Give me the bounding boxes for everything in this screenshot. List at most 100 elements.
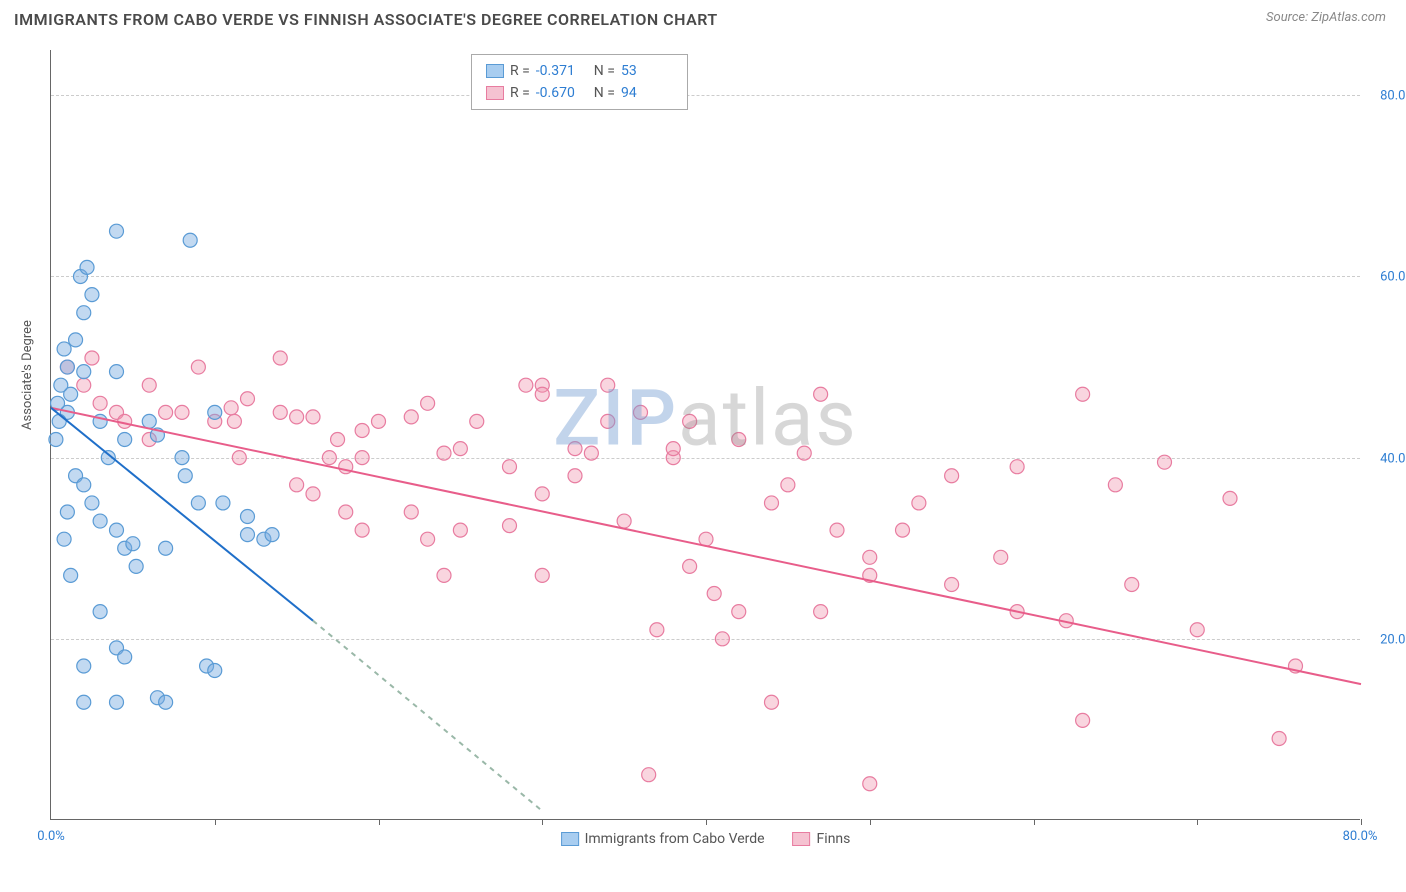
data-point xyxy=(93,396,107,410)
data-point xyxy=(85,351,99,365)
ytick-label: 80.0% xyxy=(1380,89,1406,104)
data-point xyxy=(666,442,680,456)
data-point xyxy=(159,405,173,419)
data-point xyxy=(601,378,615,392)
data-point xyxy=(1125,577,1139,591)
data-point xyxy=(54,378,68,392)
data-point xyxy=(503,519,517,533)
data-point xyxy=(69,333,83,347)
xtick xyxy=(379,819,380,825)
data-point xyxy=(290,410,304,424)
data-point xyxy=(110,365,124,379)
trend-line xyxy=(51,408,1361,684)
data-point xyxy=(994,550,1008,564)
data-point xyxy=(683,414,697,428)
data-point xyxy=(945,469,959,483)
data-point xyxy=(535,387,549,401)
xtick xyxy=(1361,819,1362,825)
data-point xyxy=(77,659,91,673)
xtick xyxy=(542,819,543,825)
data-point xyxy=(421,396,435,410)
data-point xyxy=(306,487,320,501)
data-point xyxy=(601,414,615,428)
stats-box: R = -0.371 N = 53 R = -0.670 N = 94 xyxy=(471,54,688,110)
data-point xyxy=(1076,387,1090,401)
data-point xyxy=(535,487,549,501)
data-point xyxy=(224,401,238,415)
data-point xyxy=(265,528,279,542)
xtick xyxy=(215,819,216,825)
data-point xyxy=(503,460,517,474)
data-point xyxy=(707,587,721,601)
source-label: Source: ZipAtlas.com xyxy=(1266,10,1386,25)
data-point xyxy=(322,451,336,465)
data-point xyxy=(421,532,435,546)
data-point xyxy=(814,605,828,619)
data-point xyxy=(77,365,91,379)
xtick xyxy=(870,819,871,825)
swatch-series1 xyxy=(486,64,504,78)
data-point xyxy=(110,523,124,537)
ytick-label: 60.0% xyxy=(1380,270,1406,285)
data-point xyxy=(227,414,241,428)
data-point xyxy=(765,695,779,709)
data-point xyxy=(77,378,91,392)
data-point xyxy=(355,423,369,437)
data-point xyxy=(732,433,746,447)
data-point xyxy=(183,233,197,247)
data-point xyxy=(57,342,71,356)
data-point xyxy=(216,496,230,510)
data-point xyxy=(118,433,132,447)
data-point xyxy=(110,695,124,709)
data-point xyxy=(437,446,451,460)
data-point xyxy=(732,605,746,619)
data-point xyxy=(273,351,287,365)
scatter-svg xyxy=(51,50,1360,819)
data-point xyxy=(49,433,63,447)
data-point xyxy=(178,469,192,483)
data-point xyxy=(85,496,99,510)
y-axis-label: Associate's Degree xyxy=(20,320,35,430)
data-point xyxy=(683,559,697,573)
data-point xyxy=(129,559,143,573)
data-point xyxy=(863,550,877,564)
data-point xyxy=(118,650,132,664)
legend-swatch-series2 xyxy=(793,832,811,846)
data-point xyxy=(1190,623,1204,637)
data-point xyxy=(470,414,484,428)
data-point xyxy=(634,405,648,419)
data-point xyxy=(64,568,78,582)
data-point xyxy=(765,496,779,510)
data-point xyxy=(77,478,91,492)
data-point xyxy=(208,405,222,419)
chart-plot-area: ZIPatlas 20.0%40.0%60.0%80.0% R = -0.371… xyxy=(50,50,1360,820)
data-point xyxy=(208,664,222,678)
stats-row-series2: R = -0.670 N = 94 xyxy=(486,82,673,104)
data-point xyxy=(404,505,418,519)
ytick-label: 40.0% xyxy=(1380,451,1406,466)
xtick-label-max: 80.0% xyxy=(1343,829,1378,844)
data-point xyxy=(814,387,828,401)
data-point xyxy=(797,446,811,460)
data-point xyxy=(110,224,124,238)
data-point xyxy=(175,405,189,419)
legend-swatch-series1 xyxy=(561,832,579,846)
data-point xyxy=(60,505,74,519)
data-point xyxy=(77,695,91,709)
data-point xyxy=(191,496,205,510)
data-point xyxy=(331,433,345,447)
data-point xyxy=(617,514,631,528)
data-point xyxy=(232,451,246,465)
data-point xyxy=(453,442,467,456)
data-point xyxy=(93,514,107,528)
legend-label-series2: Finns xyxy=(817,831,851,847)
data-point xyxy=(642,768,656,782)
data-point xyxy=(1223,491,1237,505)
data-point xyxy=(273,405,287,419)
data-point xyxy=(453,523,467,537)
data-point xyxy=(715,632,729,646)
data-point xyxy=(1076,713,1090,727)
legend-label-series1: Immigrants from Cabo Verde xyxy=(585,831,765,847)
data-point xyxy=(568,469,582,483)
data-point xyxy=(1010,460,1024,474)
